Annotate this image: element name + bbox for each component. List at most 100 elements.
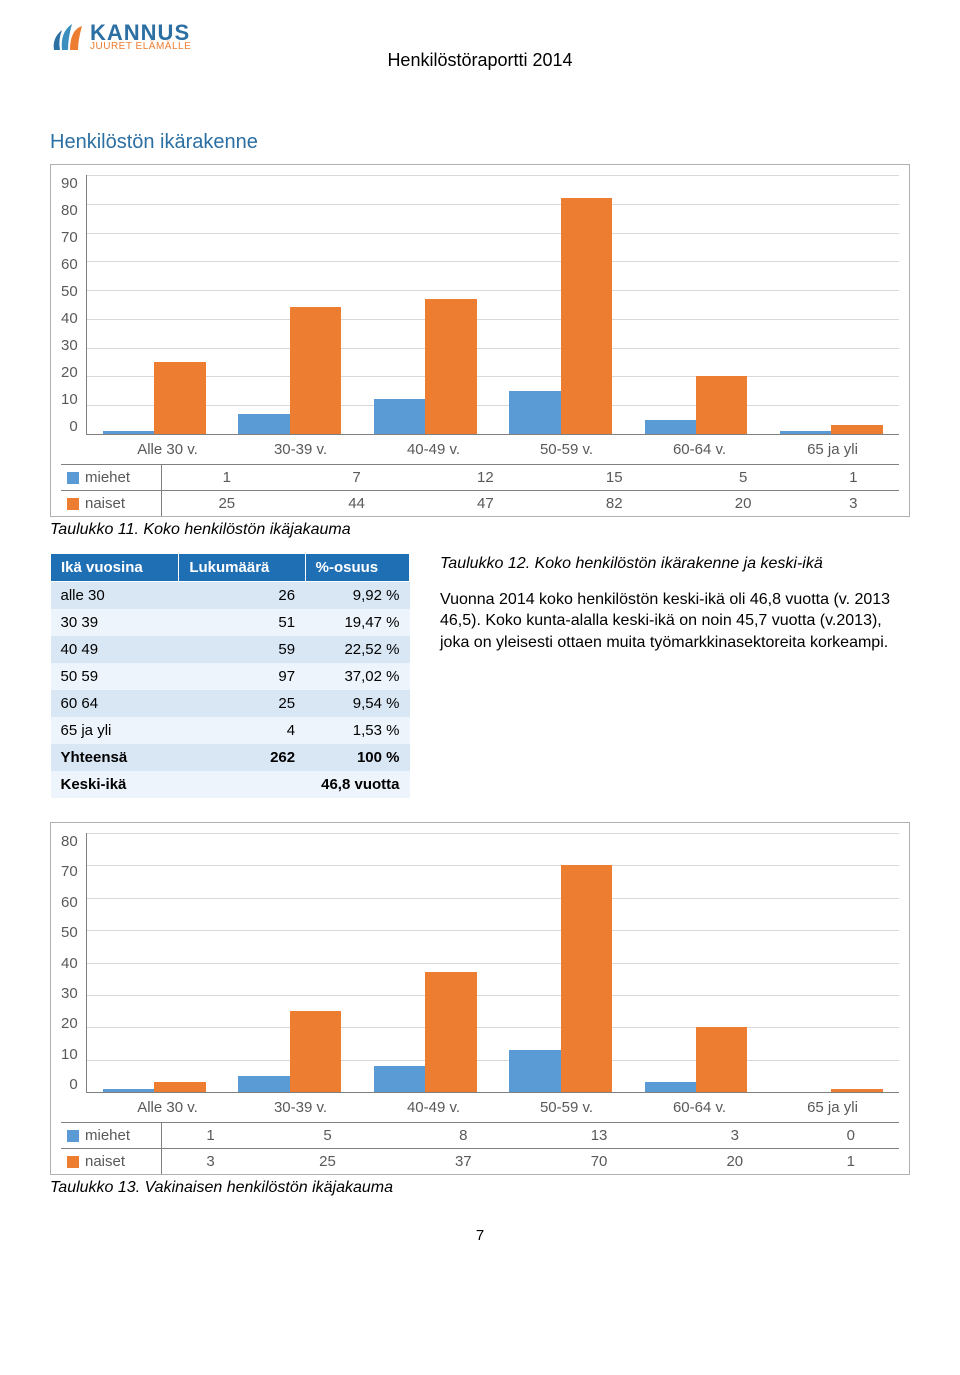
series-value: 15 — [550, 465, 679, 491]
bar — [238, 1076, 289, 1092]
stats-cell: 22,52 % — [305, 636, 409, 663]
x-tick: 40-49 v. — [367, 435, 500, 464]
bar — [509, 1050, 560, 1092]
series-value: 47 — [421, 491, 550, 517]
x-tick: 50-59 v. — [500, 1093, 633, 1122]
series-label: miehet — [85, 1127, 130, 1144]
stats-cell: Yhteensä — [51, 744, 179, 771]
x-tick: 50-59 v. — [500, 435, 633, 464]
y-tick: 20 — [61, 1015, 78, 1032]
caption-2-side: Taulukko 12. Koko henkilöstön ikärakenne… — [440, 553, 910, 575]
logo: KANNUS JUURET ELÄMÄLLE — [50, 20, 191, 54]
stats-table: Ikä vuosinaLukumäärä%-osuusalle 30269,92… — [50, 553, 410, 798]
series-value: 44 — [292, 491, 421, 517]
y-tick: 10 — [61, 391, 78, 408]
chart-2: 80706050403020100Alle 30 v.30-39 v.40-49… — [50, 822, 910, 1175]
logo-mark-icon — [50, 20, 84, 54]
x-tick: 30-39 v. — [234, 435, 367, 464]
bar — [103, 1089, 154, 1092]
series-value: 0 — [803, 1123, 899, 1149]
y-tick: 70 — [61, 863, 78, 880]
series-value: 1 — [808, 465, 899, 491]
x-tick: 40-49 v. — [367, 1093, 500, 1122]
y-tick: 60 — [61, 256, 78, 273]
bar — [425, 972, 476, 1092]
bar — [374, 399, 425, 434]
bar — [290, 1011, 341, 1092]
x-tick: 65 ja yli — [766, 1093, 899, 1122]
x-tick: 65 ja yli — [766, 435, 899, 464]
legend-swatch-icon — [67, 1130, 79, 1142]
y-tick: 30 — [61, 985, 78, 1002]
series-value: 8 — [395, 1123, 531, 1149]
bar — [509, 391, 560, 434]
stats-header: Lukumäärä — [179, 554, 305, 582]
stats-cell: 50 59 — [51, 663, 179, 690]
stats-cell: 1,53 % — [305, 717, 409, 744]
series-value: 5 — [679, 465, 808, 491]
chart-1: 9080706050403020100Alle 30 v.30-39 v.40-… — [50, 164, 910, 517]
bar — [831, 1089, 882, 1092]
x-tick: 60-64 v. — [633, 1093, 766, 1122]
stats-cell: 100 % — [305, 744, 409, 771]
bar — [696, 376, 747, 434]
bar — [290, 307, 341, 434]
y-tick: 70 — [61, 229, 78, 246]
series-value: 3 — [161, 1149, 260, 1175]
stats-cell: 37,02 % — [305, 663, 409, 690]
stats-cell: 46,8 vuotta — [179, 771, 410, 798]
legend-swatch-icon — [67, 498, 79, 510]
bar — [645, 420, 696, 434]
stats-cell: 65 ja yli — [51, 717, 179, 744]
bar — [425, 299, 476, 434]
stats-cell: 25 — [179, 690, 305, 717]
side-text: Taulukko 12. Koko henkilöstön ikärakenne… — [440, 553, 910, 653]
two-column-row: Ikä vuosinaLukumäärä%-osuusalle 30269,92… — [50, 553, 910, 798]
bar — [374, 1066, 425, 1092]
series-label: miehet — [85, 469, 130, 486]
series-label: naiset — [85, 1153, 125, 1170]
y-tick: 80 — [61, 833, 78, 850]
series-value: 25 — [161, 491, 292, 517]
series-value: 5 — [260, 1123, 396, 1149]
section-title: Henkilöstön ikärakenne — [50, 131, 910, 154]
caption-1: Taulukko 11. Koko henkilöstön ikäjakauma — [50, 521, 910, 539]
series-value: 13 — [531, 1123, 667, 1149]
page-root: KANNUS JUURET ELÄMÄLLE Henkilöstöraportt… — [0, 0, 960, 1274]
y-tick: 10 — [61, 1046, 78, 1063]
bar — [154, 1082, 205, 1092]
stats-cell: 4 — [179, 717, 305, 744]
logo-main: KANNUS — [90, 23, 191, 43]
bar — [831, 425, 882, 434]
stats-cell: 40 49 — [51, 636, 179, 663]
series-value: 1 — [161, 1123, 260, 1149]
logo-text: KANNUS JUURET ELÄMÄLLE — [90, 23, 191, 52]
page-number: 7 — [50, 1227, 910, 1244]
series-value: 82 — [550, 491, 679, 517]
y-tick: 40 — [61, 955, 78, 972]
stats-header: Ikä vuosina — [51, 554, 179, 582]
y-tick: 0 — [69, 1076, 77, 1093]
x-tick: 30-39 v. — [234, 1093, 367, 1122]
series-value: 37 — [395, 1149, 531, 1175]
bar — [561, 198, 612, 434]
stats-cell: alle 30 — [51, 582, 179, 610]
series-value: 1 — [803, 1149, 899, 1175]
caption-3: Taulukko 13. Vakinaisen henkilöstön ikäj… — [50, 1179, 910, 1197]
stats-cell: 9,54 % — [305, 690, 409, 717]
series-value: 1 — [161, 465, 292, 491]
x-tick: 60-64 v. — [633, 435, 766, 464]
stats-cell: 26 — [179, 582, 305, 610]
y-tick: 40 — [61, 310, 78, 327]
series-value: 20 — [679, 491, 808, 517]
series-value: 20 — [667, 1149, 803, 1175]
y-tick: 20 — [61, 364, 78, 381]
y-tick: 30 — [61, 337, 78, 354]
y-tick: 90 — [61, 175, 78, 192]
series-value: 12 — [421, 465, 550, 491]
stats-cell: 97 — [179, 663, 305, 690]
series-value: 7 — [292, 465, 421, 491]
stats-cell: 59 — [179, 636, 305, 663]
legend-swatch-icon — [67, 472, 79, 484]
x-tick: Alle 30 v. — [101, 435, 234, 464]
